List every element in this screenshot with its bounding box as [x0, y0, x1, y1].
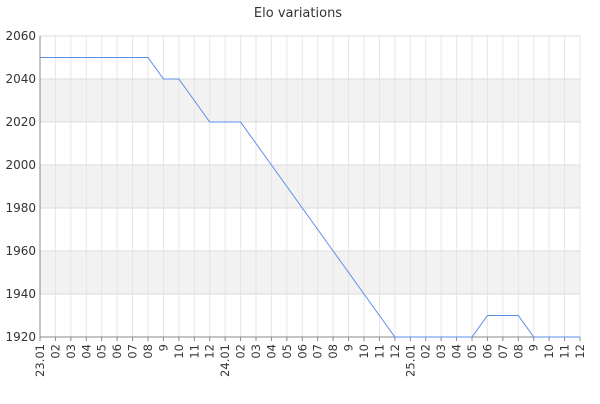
- x-tick-label: 10: [542, 344, 556, 359]
- grid-band: [40, 251, 580, 294]
- x-tick-label: 03: [64, 344, 78, 359]
- x-tick-label: 08: [511, 344, 525, 359]
- y-tick-label: 2020: [5, 115, 36, 129]
- y-tick-label: 1960: [5, 244, 36, 258]
- x-tick-label: 07: [311, 344, 325, 359]
- x-tick-label: 05: [465, 344, 479, 359]
- x-tick-label: 10: [172, 344, 186, 359]
- x-tick-label: 06: [110, 344, 124, 359]
- x-tick-label: 06: [480, 344, 494, 359]
- grid-band: [40, 79, 580, 122]
- x-tick-label: 24.01: [218, 344, 232, 377]
- x-tick-label: 12: [388, 344, 402, 359]
- x-tick-label: 04: [450, 344, 464, 359]
- x-tick-label: 08: [326, 344, 340, 359]
- grid-band: [40, 165, 580, 208]
- x-tick-label: 06: [295, 344, 309, 359]
- x-tick-label: 05: [95, 344, 109, 359]
- x-tick-label: 05: [280, 344, 294, 359]
- y-tick-label: 2000: [5, 158, 36, 172]
- x-tick-label: 04: [79, 344, 93, 359]
- x-tick-label: 9: [156, 344, 170, 351]
- x-tick-label: 03: [434, 344, 448, 359]
- y-tick-label: 2060: [5, 29, 36, 43]
- x-tick-label: 11: [558, 344, 572, 359]
- y-tick-label: 1940: [5, 287, 36, 301]
- chart-title: Elo variations: [254, 6, 342, 21]
- y-tick-label: 1920: [5, 330, 36, 344]
- x-tick-label: 9: [527, 344, 541, 351]
- x-tick-label: 07: [126, 344, 140, 359]
- x-tick-label: 07: [496, 344, 510, 359]
- x-tick-label: 10: [357, 344, 371, 359]
- x-tick-label: 12: [203, 344, 217, 359]
- y-tick-label: 2040: [5, 72, 36, 86]
- x-tick-label: 23.01: [33, 344, 47, 377]
- x-tick-label: 04: [264, 344, 278, 359]
- x-tick-label: 11: [372, 344, 386, 359]
- x-tick-label: 25.01: [403, 344, 417, 377]
- y-tick-label: 1980: [5, 201, 36, 215]
- x-tick-label: 11: [187, 344, 201, 359]
- x-tick-label: 03: [249, 344, 263, 359]
- x-tick-label: 02: [419, 344, 433, 359]
- x-tick-label: 08: [141, 344, 155, 359]
- x-tick-label: 9: [342, 344, 356, 351]
- x-tick-label: 12: [573, 344, 587, 359]
- x-tick-label: 02: [234, 344, 248, 359]
- x-tick-label: 02: [48, 344, 62, 359]
